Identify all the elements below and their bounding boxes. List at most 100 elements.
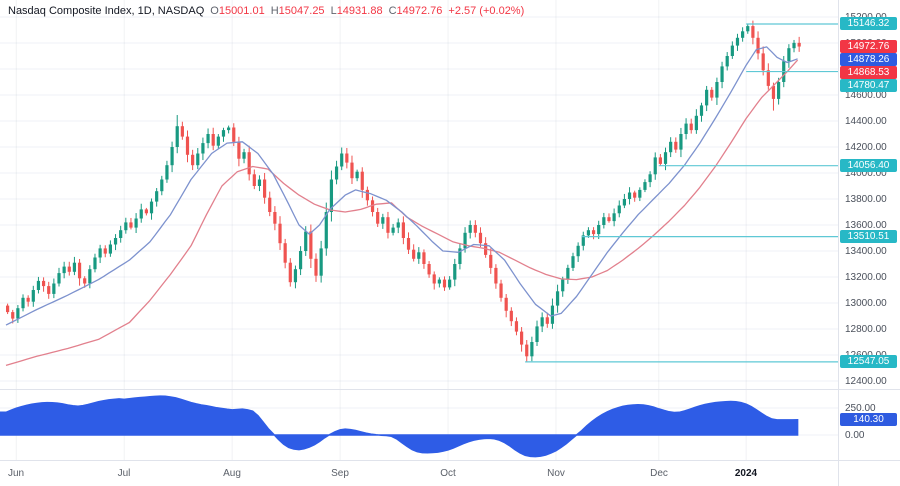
candle: [268, 191, 272, 217]
price-label-last: 14972.76: [840, 40, 897, 54]
candle: [417, 247, 421, 264]
candle: [247, 145, 251, 181]
candle: [566, 264, 570, 284]
candle: [766, 63, 770, 90]
candle: [283, 238, 287, 269]
candle: [489, 248, 493, 274]
ohlc-low-value: 14931.88: [336, 5, 383, 17]
candle: [62, 261, 66, 279]
candle: [674, 137, 678, 153]
candle: [710, 87, 714, 101]
candle: [370, 196, 375, 217]
candle: [514, 317, 519, 336]
price-tick-label: 14000.00: [845, 168, 887, 179]
price-tick-label: 13800.00: [845, 194, 887, 205]
candle: [350, 155, 354, 184]
candle: [324, 202, 328, 256]
candle: [633, 190, 637, 202]
candle: [36, 276, 41, 294]
candle: [155, 188, 159, 207]
candle: [612, 208, 616, 227]
candle: [314, 253, 318, 282]
price-tick-label: 13400.00: [845, 246, 887, 257]
symbol-title[interactable]: Nasdaq Composite Index, 1D, NASDAQ: [8, 5, 205, 17]
candle: [26, 295, 30, 307]
candle: [699, 102, 704, 122]
candle: [638, 187, 642, 202]
candle: [571, 252, 575, 272]
candle: [617, 200, 621, 218]
ohlc-high-label: H: [270, 5, 279, 17]
candle: [689, 118, 693, 134]
indicator-area[interactable]: [0, 395, 799, 458]
candle: [756, 31, 760, 60]
candle: [525, 340, 529, 362]
candle: [257, 175, 262, 192]
candle: [391, 223, 395, 236]
candle: [72, 256, 77, 276]
candle: [31, 285, 35, 307]
candle: [561, 276, 565, 297]
price-tick-label: 14600.00: [845, 90, 887, 101]
candle: [360, 167, 364, 198]
price-tick-label: 12800.00: [845, 324, 887, 335]
candle: [792, 39, 796, 53]
candle: [494, 264, 498, 289]
candle: [679, 127, 683, 158]
candle: [432, 271, 436, 290]
candle: [319, 240, 323, 283]
ohlc-close-value: 14972.76: [396, 5, 443, 17]
candle: [129, 217, 133, 230]
price-axis[interactable]: 15200.0015000.0014800.0014600.0014400.00…: [839, 0, 900, 460]
price-tick-label: 12400.00: [845, 376, 887, 387]
gridlines: [0, 0, 838, 460]
candle: [396, 218, 400, 234]
candle: [201, 137, 205, 161]
candle: [252, 169, 256, 190]
price-label-ma-slow: 14868.53: [840, 66, 897, 80]
candle: [602, 212, 606, 229]
candle: [77, 258, 82, 286]
candle: [185, 130, 190, 163]
time-tick-label: Sep: [331, 468, 349, 479]
candle: [412, 244, 416, 262]
candle: [468, 220, 472, 239]
ma-line-fast[interactable]: [5, 46, 798, 326]
candle: [16, 305, 20, 323]
candle: [309, 224, 313, 269]
candle: [607, 213, 611, 223]
time-axis[interactable]: Jun Jul Aug Sep Oct Nov Dec 2024: [0, 461, 900, 486]
candle: [206, 128, 210, 149]
candle: [504, 294, 508, 318]
candle: [591, 227, 596, 240]
candle: [98, 244, 102, 264]
candle: [787, 44, 791, 68]
candlestick-series[interactable]: [6, 20, 801, 362]
candle: [196, 148, 200, 170]
candle: [545, 312, 549, 328]
price-tick-label: 14200.00: [845, 142, 887, 153]
candle: [381, 213, 385, 229]
candle: [293, 265, 298, 289]
candle: [149, 198, 154, 220]
candle: [730, 41, 734, 59]
time-tick-label: Oct: [440, 468, 456, 479]
ohlc-close-label: C: [388, 5, 397, 17]
candle: [57, 267, 61, 287]
candle: [355, 169, 359, 182]
candle: [735, 33, 740, 51]
candle: [669, 137, 673, 158]
price-label-level: 14056.40: [840, 159, 897, 173]
time-tick-label: Jun: [7, 468, 25, 479]
candle: [134, 213, 138, 234]
candle: [535, 320, 539, 346]
candle: [365, 186, 369, 206]
candle: [437, 277, 441, 288]
candle: [427, 261, 431, 278]
candle: [227, 125, 231, 134]
candle: [144, 207, 148, 216]
candle: [376, 207, 380, 227]
candle: [741, 27, 745, 42]
candle: [653, 152, 657, 180]
